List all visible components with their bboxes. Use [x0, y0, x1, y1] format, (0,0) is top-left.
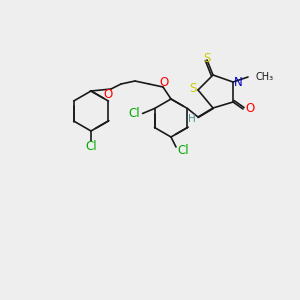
Text: Cl: Cl — [85, 140, 97, 152]
Text: S: S — [189, 82, 197, 94]
Text: O: O — [245, 103, 255, 116]
Text: Cl: Cl — [177, 143, 189, 157]
Text: O: O — [159, 76, 169, 88]
Text: O: O — [103, 88, 112, 100]
Text: CH₃: CH₃ — [256, 72, 274, 82]
Text: Cl: Cl — [129, 107, 140, 120]
Text: N: N — [234, 76, 242, 88]
Text: H: H — [188, 114, 196, 124]
Text: S: S — [203, 52, 211, 64]
